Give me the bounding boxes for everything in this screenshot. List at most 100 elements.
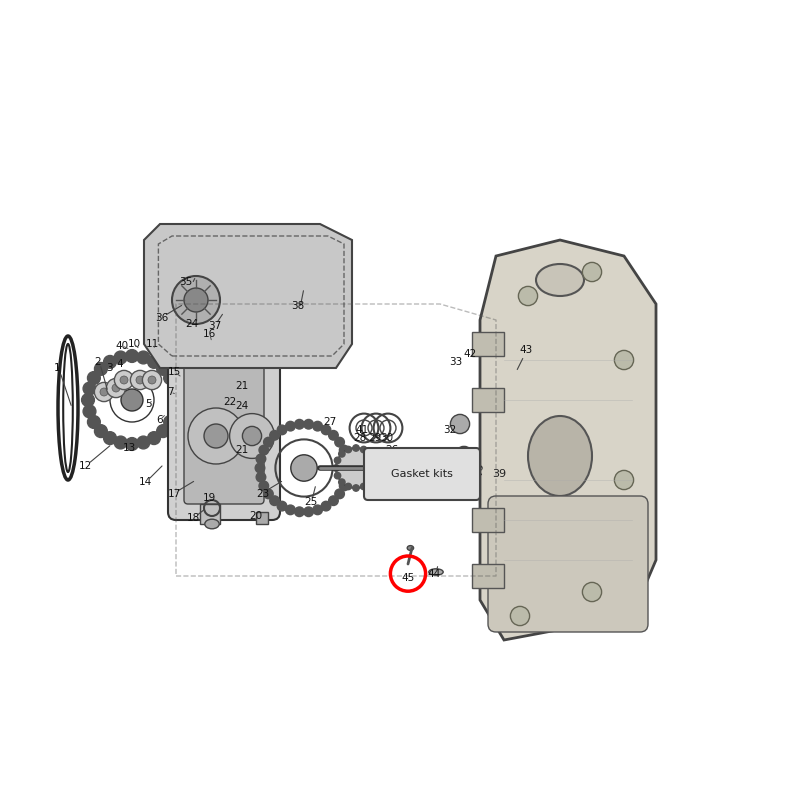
Text: 7: 7 bbox=[167, 387, 174, 397]
Circle shape bbox=[242, 426, 262, 446]
Circle shape bbox=[164, 371, 177, 384]
Circle shape bbox=[264, 438, 274, 447]
Circle shape bbox=[264, 489, 274, 498]
Circle shape bbox=[304, 419, 314, 429]
Circle shape bbox=[294, 419, 304, 429]
Ellipse shape bbox=[407, 546, 414, 550]
Text: 41: 41 bbox=[355, 426, 368, 435]
Circle shape bbox=[614, 470, 634, 490]
Circle shape bbox=[345, 446, 351, 453]
Circle shape bbox=[342, 454, 352, 464]
Circle shape bbox=[582, 582, 602, 602]
Circle shape bbox=[142, 370, 162, 390]
Circle shape bbox=[259, 446, 269, 455]
Circle shape bbox=[291, 454, 318, 481]
Bar bbox=[472, 332, 504, 356]
Circle shape bbox=[334, 457, 341, 463]
Circle shape bbox=[373, 465, 379, 471]
Circle shape bbox=[157, 425, 170, 438]
Circle shape bbox=[454, 446, 474, 466]
Circle shape bbox=[164, 416, 177, 429]
Ellipse shape bbox=[352, 452, 400, 484]
Circle shape bbox=[94, 425, 107, 438]
Circle shape bbox=[147, 355, 160, 368]
Text: 6: 6 bbox=[157, 415, 163, 425]
Circle shape bbox=[259, 481, 269, 490]
Circle shape bbox=[321, 502, 331, 511]
Circle shape bbox=[126, 438, 138, 450]
Text: 15: 15 bbox=[168, 367, 181, 377]
Text: 23: 23 bbox=[256, 490, 269, 499]
Circle shape bbox=[188, 408, 244, 464]
Circle shape bbox=[87, 371, 100, 384]
Text: 11: 11 bbox=[146, 339, 158, 349]
Bar bbox=[200, 504, 220, 524]
Text: 42: 42 bbox=[464, 349, 477, 358]
Text: 33: 33 bbox=[450, 357, 462, 366]
Text: 37: 37 bbox=[208, 322, 221, 331]
Circle shape bbox=[367, 450, 374, 457]
Text: 2: 2 bbox=[94, 357, 101, 366]
Text: 36: 36 bbox=[155, 314, 168, 323]
Circle shape bbox=[304, 507, 314, 517]
Circle shape bbox=[286, 505, 295, 514]
Text: 33: 33 bbox=[451, 469, 464, 478]
FancyBboxPatch shape bbox=[488, 496, 648, 632]
Circle shape bbox=[353, 445, 359, 451]
Circle shape bbox=[256, 454, 266, 464]
Text: Gasket kits: Gasket kits bbox=[390, 470, 453, 479]
Circle shape bbox=[518, 286, 538, 306]
Text: 21: 21 bbox=[235, 445, 248, 454]
Text: 43: 43 bbox=[520, 346, 533, 355]
Text: 25: 25 bbox=[304, 498, 317, 507]
Circle shape bbox=[353, 485, 359, 491]
Circle shape bbox=[343, 463, 353, 473]
FancyBboxPatch shape bbox=[168, 328, 280, 520]
Circle shape bbox=[277, 502, 287, 511]
Circle shape bbox=[339, 481, 349, 490]
Circle shape bbox=[82, 394, 94, 406]
Circle shape bbox=[334, 489, 344, 498]
Text: 28: 28 bbox=[354, 434, 366, 443]
Text: 18: 18 bbox=[187, 514, 200, 523]
Circle shape bbox=[106, 378, 126, 398]
Circle shape bbox=[313, 505, 322, 514]
Circle shape bbox=[120, 376, 128, 384]
Text: 3: 3 bbox=[106, 363, 113, 373]
Circle shape bbox=[147, 432, 160, 445]
Circle shape bbox=[334, 438, 344, 447]
Ellipse shape bbox=[528, 416, 592, 496]
Circle shape bbox=[510, 606, 530, 626]
FancyBboxPatch shape bbox=[364, 448, 480, 500]
Text: 42: 42 bbox=[384, 474, 397, 483]
Text: 14: 14 bbox=[139, 477, 152, 486]
Ellipse shape bbox=[536, 264, 584, 296]
Circle shape bbox=[361, 483, 367, 490]
Circle shape bbox=[94, 362, 107, 375]
Circle shape bbox=[338, 450, 345, 457]
Circle shape bbox=[100, 388, 108, 396]
Text: 17: 17 bbox=[168, 490, 181, 499]
Bar bbox=[472, 388, 504, 412]
Circle shape bbox=[168, 382, 181, 395]
Circle shape bbox=[371, 457, 378, 463]
Circle shape bbox=[294, 507, 304, 517]
Circle shape bbox=[286, 422, 295, 431]
Circle shape bbox=[137, 436, 150, 449]
Circle shape bbox=[103, 432, 117, 445]
Polygon shape bbox=[480, 240, 656, 640]
Circle shape bbox=[256, 472, 266, 482]
Circle shape bbox=[345, 483, 351, 490]
Circle shape bbox=[114, 436, 127, 449]
Circle shape bbox=[170, 394, 182, 406]
Text: 1: 1 bbox=[54, 363, 61, 373]
Circle shape bbox=[168, 405, 181, 418]
Text: 31: 31 bbox=[448, 461, 461, 470]
Text: 27: 27 bbox=[323, 418, 336, 427]
Text: 29: 29 bbox=[368, 434, 381, 443]
Text: 24: 24 bbox=[235, 402, 248, 411]
Circle shape bbox=[148, 376, 156, 384]
Circle shape bbox=[367, 479, 374, 486]
Circle shape bbox=[614, 350, 634, 370]
Circle shape bbox=[342, 472, 352, 482]
